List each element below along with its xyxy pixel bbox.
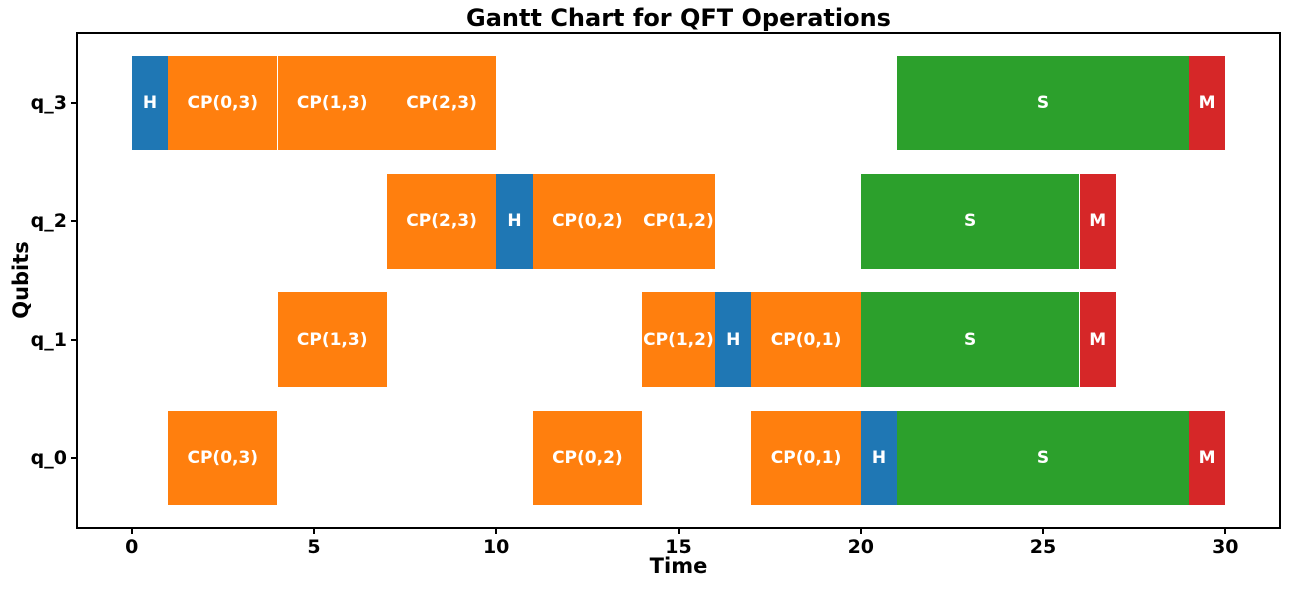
gantt-bar: M	[1079, 173, 1116, 269]
x-tick	[859, 528, 862, 534]
gantt-bar-label: CP(0,3)	[187, 448, 259, 469]
gantt-bar: M	[1079, 292, 1116, 387]
y-tick-label: q_3	[30, 91, 67, 114]
gantt-bar: CP(1,2)	[642, 173, 715, 269]
plot-area: H CP(0,3) CP(1,3) CP(2,3) S M CP(2,3) H CP(0,2) C…	[77, 33, 1280, 528]
gantt-bar: CP(0,1)	[751, 410, 861, 506]
gantt-bar-label: CP(0,2)	[552, 448, 623, 469]
gantt-bar-label: H	[507, 211, 522, 232]
gantt-bar: CP(2,3)	[386, 173, 497, 269]
gantt-bar: CP(0,2)	[532, 410, 643, 506]
gantt-bar: S	[860, 173, 1080, 269]
x-tick	[1224, 528, 1227, 534]
gantt-bar: CP(0,3)	[168, 410, 278, 506]
gantt-bar: CP(2,3)	[386, 55, 497, 151]
y-tick	[71, 457, 77, 460]
gantt-bar: CP(0,2)	[532, 173, 643, 269]
gantt-bar: CP(0,3)	[168, 55, 278, 151]
gantt-bar-label: M	[1198, 92, 1216, 113]
gantt-bar-label: M	[1089, 329, 1107, 350]
gantt-bar-label: S	[964, 329, 977, 350]
gantt-bar-label: CP(2,3)	[406, 92, 477, 113]
gantt-bar-label: S	[1036, 448, 1050, 469]
gantt-bar-label: CP(0,1)	[770, 448, 842, 469]
x-tick-label: 25	[1029, 536, 1057, 558]
x-tick-label: 20	[847, 536, 875, 558]
gantt-bar-label: CP(0,2)	[552, 211, 623, 232]
gantt-bar: H	[496, 173, 533, 269]
gantt-bar-label: CP(1,2)	[643, 211, 714, 232]
gantt-bar: CP(1,2)	[642, 292, 715, 387]
gantt-bar: H	[131, 55, 169, 151]
chart-title: Gantt Chart for QFT Operations	[466, 4, 891, 32]
x-tick	[130, 528, 133, 534]
gantt-bar: M	[1188, 410, 1226, 506]
gantt-bar: S	[897, 410, 1189, 506]
y-tick	[71, 101, 77, 104]
x-tick-label: 15	[665, 536, 692, 558]
gantt-bar: CP(1,3)	[277, 55, 387, 151]
gantt-bar-label: CP(1,2)	[643, 329, 714, 350]
gantt-bar-label: S	[964, 211, 977, 232]
y-tick	[71, 338, 77, 341]
y-tick-label: q_2	[30, 210, 67, 233]
gantt-bar-label: CP(1,3)	[296, 329, 368, 350]
gantt-bar: M	[1188, 55, 1226, 151]
x-tick-label: 0	[125, 536, 139, 558]
y-tick-label: q_0	[30, 447, 67, 470]
gantt-bar-label: S	[1036, 92, 1050, 113]
gantt-bar-label: M	[1089, 211, 1107, 232]
x-tick-label: 30	[1212, 536, 1239, 558]
x-tick-label: 10	[482, 536, 510, 558]
gantt-bar: S	[897, 55, 1189, 151]
x-tick	[1042, 528, 1044, 534]
x-axis-label: Time	[649, 554, 708, 578]
gantt-bar-label: CP(0,3)	[187, 92, 259, 113]
gantt-bar-label: H	[142, 92, 158, 113]
gantt-bar: CP(0,1)	[751, 292, 861, 387]
gantt-bar-label: H	[871, 448, 887, 469]
y-tick	[71, 220, 77, 223]
gantt-bar-label: CP(0,1)	[770, 329, 842, 350]
gantt-bar-label: H	[726, 329, 741, 350]
y-tick-label: q_1	[30, 328, 67, 351]
x-tick	[313, 528, 315, 534]
gantt-bar-label: M	[1198, 448, 1216, 469]
gantt-bar: S	[860, 292, 1080, 387]
y-axis-label: Qubits	[9, 241, 33, 319]
gantt-bar-label: CP(2,3)	[406, 211, 477, 232]
gantt-bar-label: CP(1,3)	[296, 92, 368, 113]
gantt-bar: H	[860, 410, 898, 506]
x-tick-label: 5	[307, 536, 321, 558]
x-tick	[677, 528, 680, 534]
gantt-bar: H	[715, 292, 752, 387]
x-tick	[495, 528, 498, 534]
gantt-bar: CP(1,3)	[277, 292, 387, 387]
